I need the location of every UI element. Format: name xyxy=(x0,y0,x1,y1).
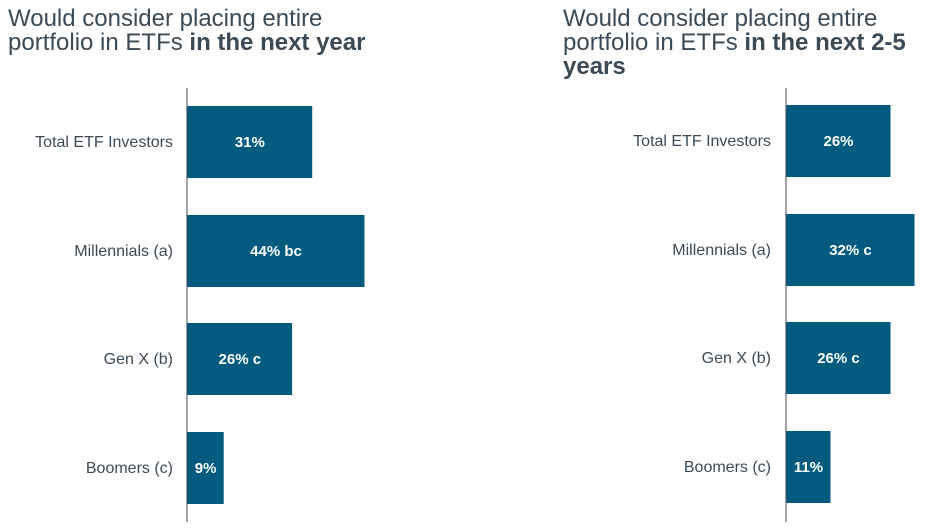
chart-title-prefix: Would consider placing entire portfolio … xyxy=(563,5,878,56)
data-label: 9% xyxy=(195,460,217,477)
category-label: Boomers (c) xyxy=(86,460,173,477)
chart-panel-next-2-5-years: Would consider placing entire portfolio … xyxy=(560,0,948,532)
data-label: 44% bc xyxy=(250,243,302,260)
category-label: Gen X (b) xyxy=(104,351,173,368)
data-label: 26% xyxy=(823,133,853,150)
data-label: 11% xyxy=(794,459,823,476)
bar xyxy=(786,431,831,503)
bar-chart-next-year: Total ETF Investors 31% Millennials (a) 44%… xyxy=(35,88,365,522)
bar-chart-next-2-5-years: Total ETF Investors 26% Millennials (a) 32%… xyxy=(633,88,915,522)
category-label: Millennials (a) xyxy=(672,242,771,259)
data-label: 32% c xyxy=(829,242,872,259)
category-label: Total ETF Investors xyxy=(633,133,771,150)
bar xyxy=(786,105,891,177)
chart-title-next-2-5-years: Would consider placing entire portfolio … xyxy=(563,7,938,79)
bar xyxy=(786,214,915,286)
chart-title-emphasis: in the next 2-5 years xyxy=(563,29,906,80)
chart-panel-next-year: Would consider placing entire portfolio … xyxy=(0,0,470,532)
bar xyxy=(187,323,293,395)
category-label: Total ETF Investors xyxy=(35,134,173,151)
data-label: 26% c xyxy=(817,350,860,367)
category-label: Gen X (b) xyxy=(702,350,771,367)
data-label: 26% c xyxy=(219,351,262,368)
chart-title-next-year: Would consider placing entire portfolio … xyxy=(8,7,368,55)
chart-title-prefix: Would consider placing entire portfolio … xyxy=(8,5,323,56)
data-label: 31% xyxy=(235,134,265,151)
category-label: Millennials (a) xyxy=(74,243,173,260)
category-label: Boomers (c) xyxy=(684,459,771,476)
bar xyxy=(187,215,365,287)
bar xyxy=(187,106,313,178)
bar xyxy=(786,322,891,394)
bar xyxy=(187,432,224,504)
chart-title-emphasis: in the next year xyxy=(189,29,366,56)
